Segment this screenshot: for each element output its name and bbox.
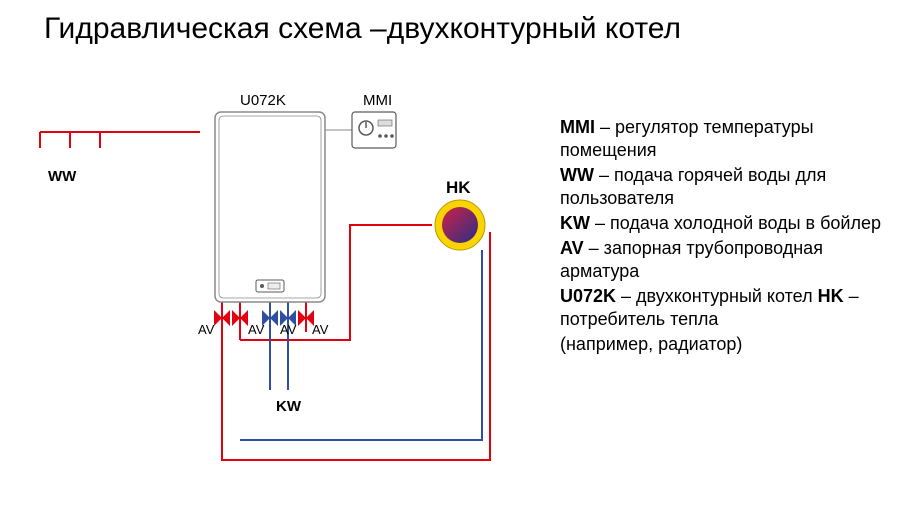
label-hk: HK (446, 178, 471, 198)
legend: MMI – регулятор температуры помещенияWW … (560, 116, 904, 358)
label-boiler: U072K (240, 92, 286, 109)
label-kw: KW (276, 398, 301, 415)
legend-row: KW – подача холодной воды в бойлер (560, 212, 904, 235)
label-av2: AV (248, 322, 264, 337)
boiler-unit (215, 112, 352, 302)
label-av4: AV (312, 322, 328, 337)
mmi-controller (352, 112, 396, 148)
hk-consumer (435, 200, 485, 250)
legend-row: MMI – регулятор температуры помещения (560, 116, 904, 162)
label-ww: WW (48, 168, 76, 185)
legend-row: U072K – двухконтурный котел HK – потреби… (560, 285, 904, 331)
label-av3: AV (280, 322, 296, 337)
label-mmi: MMI (363, 92, 392, 109)
legend-row: AV – запорная трубопроводная арматура (560, 237, 904, 283)
legend-row: WW – подача горячей воды для пользовател… (560, 164, 904, 210)
legend-row: (например, радиатор) (560, 333, 904, 356)
label-av1: AV (198, 322, 214, 337)
